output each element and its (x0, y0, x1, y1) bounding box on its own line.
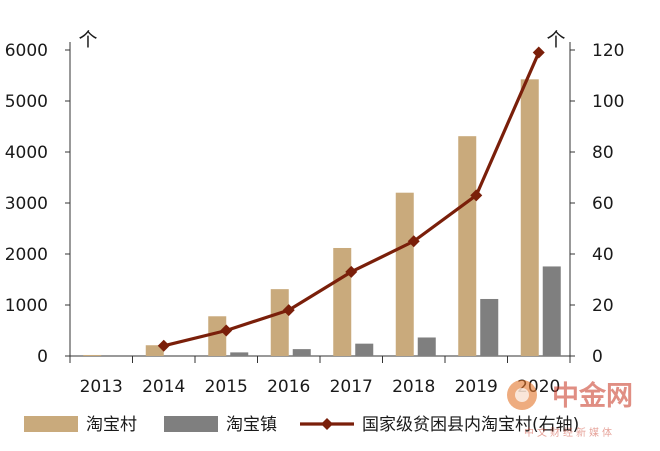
bar (333, 247, 352, 356)
line-point (157, 339, 170, 352)
x-tick-label: 2016 (267, 377, 310, 397)
y-left-tick-label: 1000 (5, 296, 48, 316)
y-left-tick-label: 5000 (5, 92, 48, 112)
legend-marker-poverty-line (321, 418, 333, 430)
line-point (532, 46, 545, 59)
bar (417, 337, 436, 356)
bars (83, 79, 561, 356)
legend-label-poverty-line: 国家级贫困县内淘宝村(右轴) (362, 415, 579, 435)
y-left-tick-label: 4000 (5, 143, 48, 163)
y-right-unit-label: 个 (546, 29, 565, 51)
x-tick-label: 2013 (80, 377, 123, 397)
watermark-title: 中金网 (552, 380, 633, 412)
legend-label-taobao-town: 淘宝镇 (226, 415, 277, 435)
bar (355, 343, 374, 356)
bar (458, 136, 477, 356)
x-tick-label: 2018 (392, 377, 435, 397)
y-right-tick-label: 60 (592, 194, 614, 214)
y-left-tick-label: 6000 (5, 41, 48, 61)
y-right-tick-label: 80 (592, 143, 614, 163)
bar (270, 289, 289, 356)
line-point (470, 189, 483, 202)
bar (542, 266, 561, 356)
y-left-tick-label: 3000 (5, 194, 48, 214)
axes: 0 1000 2000 3000 4000 5000 6000 0 20 40 60 80 100 120… (5, 29, 625, 397)
x-tick-label: 2017 (330, 377, 373, 397)
x-tick-label: 2014 (142, 377, 185, 397)
line-point (220, 324, 233, 337)
y-left-tick-label: 0 (37, 347, 48, 367)
line-point (282, 304, 295, 317)
bar (480, 298, 499, 356)
bar (230, 352, 249, 356)
legend: 淘宝村 淘宝镇 国家级贫困县内淘宝村(右轴) (24, 415, 579, 435)
watermark-logo-inner-icon (515, 388, 529, 402)
legend-label-taobao-village: 淘宝村 (86, 415, 137, 435)
y-left-unit-label: 个 (78, 29, 97, 51)
y-right-tick-label: 0 (592, 347, 603, 367)
legend-swatch-taobao-town (164, 416, 218, 432)
x-tick-label: 2015 (205, 377, 248, 397)
line-series (157, 46, 545, 352)
watermark: 中金网 中文财经新媒体 (507, 380, 633, 439)
y-right-tick-label: 40 (592, 245, 614, 265)
watermark-subtitle: 中文财经新媒体 (524, 426, 615, 439)
y-right-tick-label: 120 (592, 41, 624, 61)
line-point (407, 235, 420, 248)
bar (145, 345, 164, 356)
legend-swatch-taobao-village (24, 416, 78, 432)
bar (83, 354, 102, 356)
y-right-tick-label: 20 (592, 296, 614, 316)
bar (395, 192, 414, 356)
line-point (345, 265, 358, 278)
x-tick-label: 2019 (455, 377, 498, 397)
bar (208, 316, 227, 356)
y-left-tick-label: 2000 (5, 245, 48, 265)
bar (520, 79, 539, 356)
y-right-tick-label: 100 (592, 92, 624, 112)
bar (292, 349, 311, 356)
